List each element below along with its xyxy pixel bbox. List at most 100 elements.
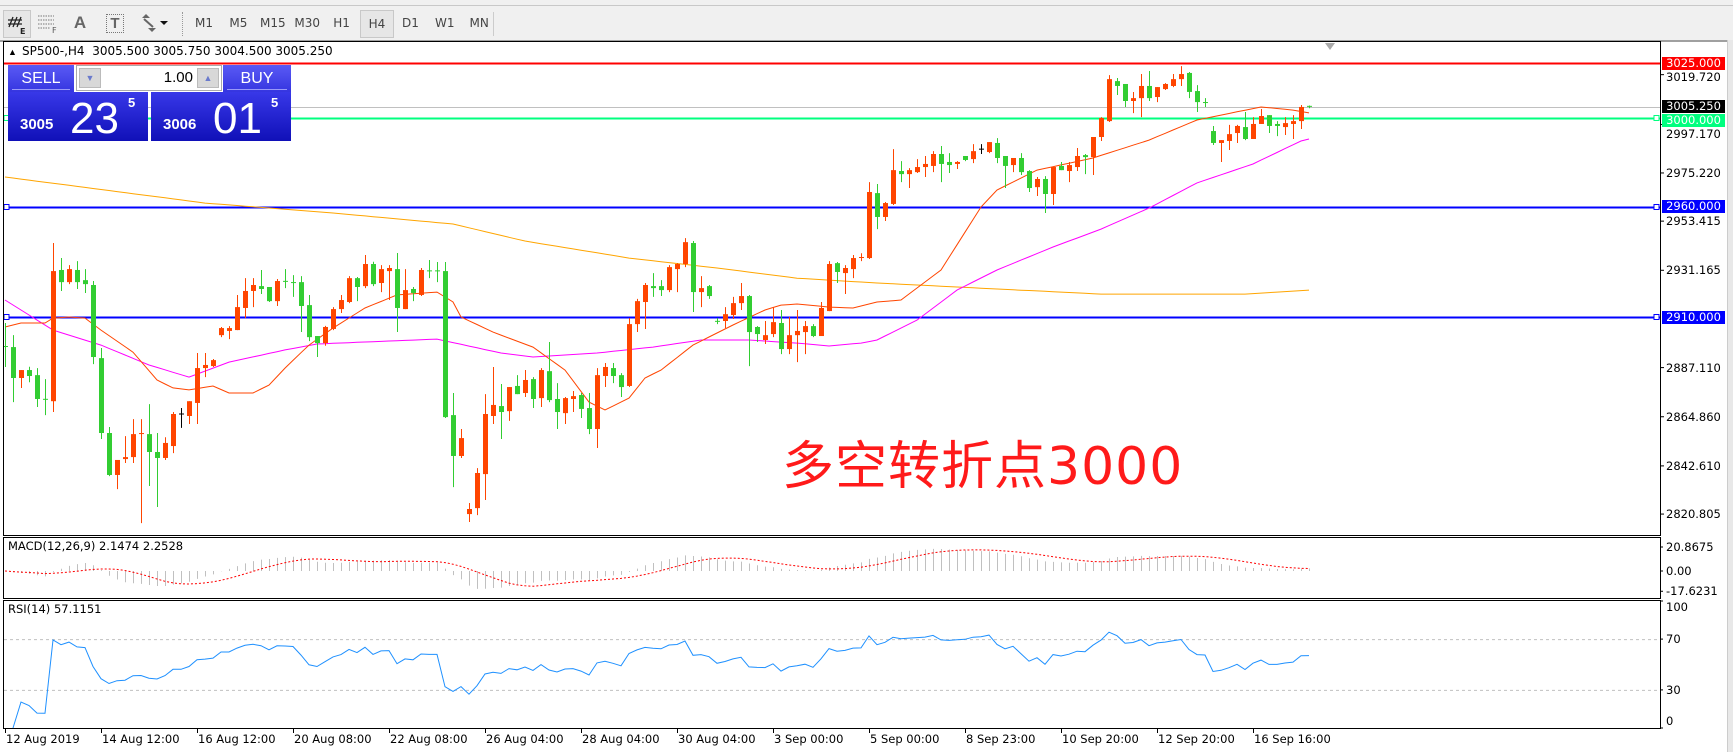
timeframe-d1[interactable]: D1 [401, 16, 419, 30]
timeframe-h1[interactable]: H1 [333, 16, 350, 30]
candle [643, 283, 648, 329]
candle [379, 265, 384, 293]
candle-body [1283, 123, 1288, 128]
candle [187, 401, 192, 424]
increase-lot-button[interactable]: ▲ [197, 68, 219, 88]
candle [155, 433, 160, 508]
candle [891, 149, 896, 206]
candle-body [1059, 165, 1064, 171]
candle-body [459, 438, 464, 456]
lot-size-input[interactable]: 1.00 [163, 69, 193, 86]
candle [563, 397, 568, 424]
arrows-dropdown-icon[interactable] [138, 10, 170, 36]
candle [19, 370, 24, 388]
candle [91, 281, 96, 365]
level-price-label: 3025.000 [1662, 56, 1725, 70]
collapse-triangle-icon[interactable]: ▲ [8, 47, 17, 57]
candle-body [1139, 85, 1144, 99]
candle [859, 253, 864, 262]
level-price-label: 3005.250 [1662, 100, 1725, 114]
candle-body [1155, 87, 1160, 98]
candle-body [1051, 167, 1056, 194]
candle [307, 294, 312, 342]
text-icon[interactable]: A [73, 13, 87, 32]
candle [971, 144, 976, 164]
candle-body [1131, 98, 1136, 101]
buy-button[interactable]: BUY [223, 65, 291, 92]
candle-body [339, 300, 344, 310]
candle [1123, 83, 1128, 107]
candle-body [1043, 178, 1048, 194]
candle [1275, 121, 1280, 137]
candle-body [539, 370, 544, 399]
timeframe-mn[interactable]: MN [469, 16, 489, 30]
candle-body [563, 398, 568, 414]
text-label-icon[interactable]: T [104, 10, 126, 36]
candle-body [27, 370, 32, 377]
candle-body [747, 296, 752, 333]
time-axis-label: 10 Sep 20:00 [1062, 732, 1139, 746]
rsi-scale-label: 100 [1666, 600, 1688, 614]
candle [811, 324, 816, 338]
candle [11, 335, 16, 403]
expert-advisor-chart-icon[interactable]: E [3, 10, 31, 38]
candle-body [1211, 131, 1216, 143]
rsi-pane-frame [3, 600, 1661, 729]
candle [227, 326, 232, 340]
candle [267, 286, 272, 303]
buy-price[interactable]: 3006 01 5 [151, 92, 291, 141]
candle-body [163, 442, 168, 458]
candle [235, 294, 240, 331]
candle [755, 326, 760, 342]
candle [587, 393, 592, 435]
timeframe-m15[interactable]: M15 [259, 16, 286, 30]
candle [1267, 115, 1272, 134]
candle [27, 366, 32, 383]
candle-body [531, 379, 536, 399]
lot-size-stepper[interactable]: ▼ 1.00 ▲ [76, 65, 222, 91]
candle [947, 153, 952, 174]
sell-button[interactable]: SELL [8, 65, 74, 92]
timeframe-m1[interactable]: M1 [195, 16, 213, 30]
candle-body [259, 286, 264, 289]
macd-pane-frame [3, 537, 1661, 599]
candle-body [395, 269, 400, 308]
candle [747, 294, 752, 367]
candle [939, 146, 944, 183]
candle [531, 377, 536, 409]
candle [1059, 161, 1064, 171]
candle [1115, 78, 1120, 96]
candle [1139, 74, 1144, 118]
candle-body [307, 305, 312, 338]
candle-body [11, 347, 16, 379]
timeframe-w1[interactable]: W1 [435, 16, 455, 30]
candle [363, 254, 368, 289]
candle [659, 280, 664, 297]
timeframe-m30[interactable]: M30 [294, 16, 320, 30]
candle-body [1003, 155, 1008, 166]
candle [219, 326, 224, 338]
candle-body [515, 385, 520, 395]
candle [131, 419, 136, 464]
candle [83, 269, 88, 293]
candle-body [203, 364, 208, 369]
candle [75, 261, 80, 289]
sell-price[interactable]: 3005 23 5 [8, 92, 148, 141]
candle-body [571, 396, 576, 399]
vertical-scrollbar[interactable] [1727, 40, 1733, 752]
candle-body [211, 360, 216, 367]
candle-body [411, 288, 416, 293]
candle [723, 307, 728, 329]
candle-body [443, 271, 448, 418]
candle-body [1291, 121, 1296, 124]
candle [547, 341, 552, 403]
candle [515, 375, 520, 395]
candle-body [963, 155, 968, 160]
decrease-lot-button[interactable]: ▼ [79, 68, 101, 88]
timeframe-m5[interactable]: M5 [229, 16, 248, 30]
candle-body [603, 366, 608, 377]
timeframe-h4[interactable]: H4 [360, 10, 394, 38]
fibonacci-lines-icon[interactable]: F [36, 10, 60, 36]
candle-body [147, 434, 152, 453]
